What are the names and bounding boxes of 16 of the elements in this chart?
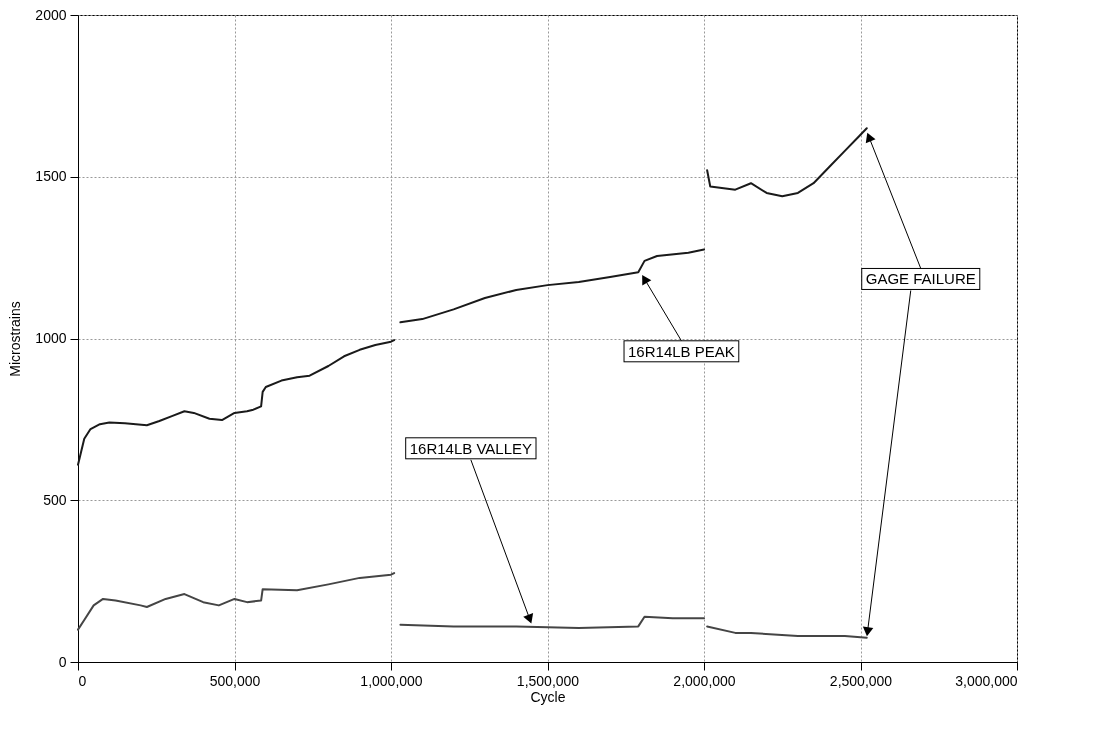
x-tick-label: 2,000,000 xyxy=(673,672,736,689)
y-tick-label: 1000 xyxy=(35,330,67,346)
y-tick-label: 1500 xyxy=(35,168,67,185)
x-tick-label: 0 xyxy=(78,672,87,689)
y-tick-label: 2000 xyxy=(35,6,67,23)
x-tick-label: 3,000,000 xyxy=(955,672,1018,689)
annotation: GAGE FAILURE xyxy=(865,270,976,288)
x-tick-label: 1,500,000 xyxy=(516,672,580,689)
y-tick-label: 500 xyxy=(43,491,67,508)
y-axis-title: Microstrains xyxy=(7,301,24,377)
x-tick-label: 2,500,000 xyxy=(829,672,893,689)
x-tick-label: 500,000 xyxy=(209,672,261,689)
x-axis-title: Cycle xyxy=(530,688,566,705)
annotation: 16R14LB PEAK xyxy=(628,342,735,360)
y-tick-label: 0 xyxy=(58,653,67,670)
x-tick-label: 1,000,000 xyxy=(360,672,423,689)
